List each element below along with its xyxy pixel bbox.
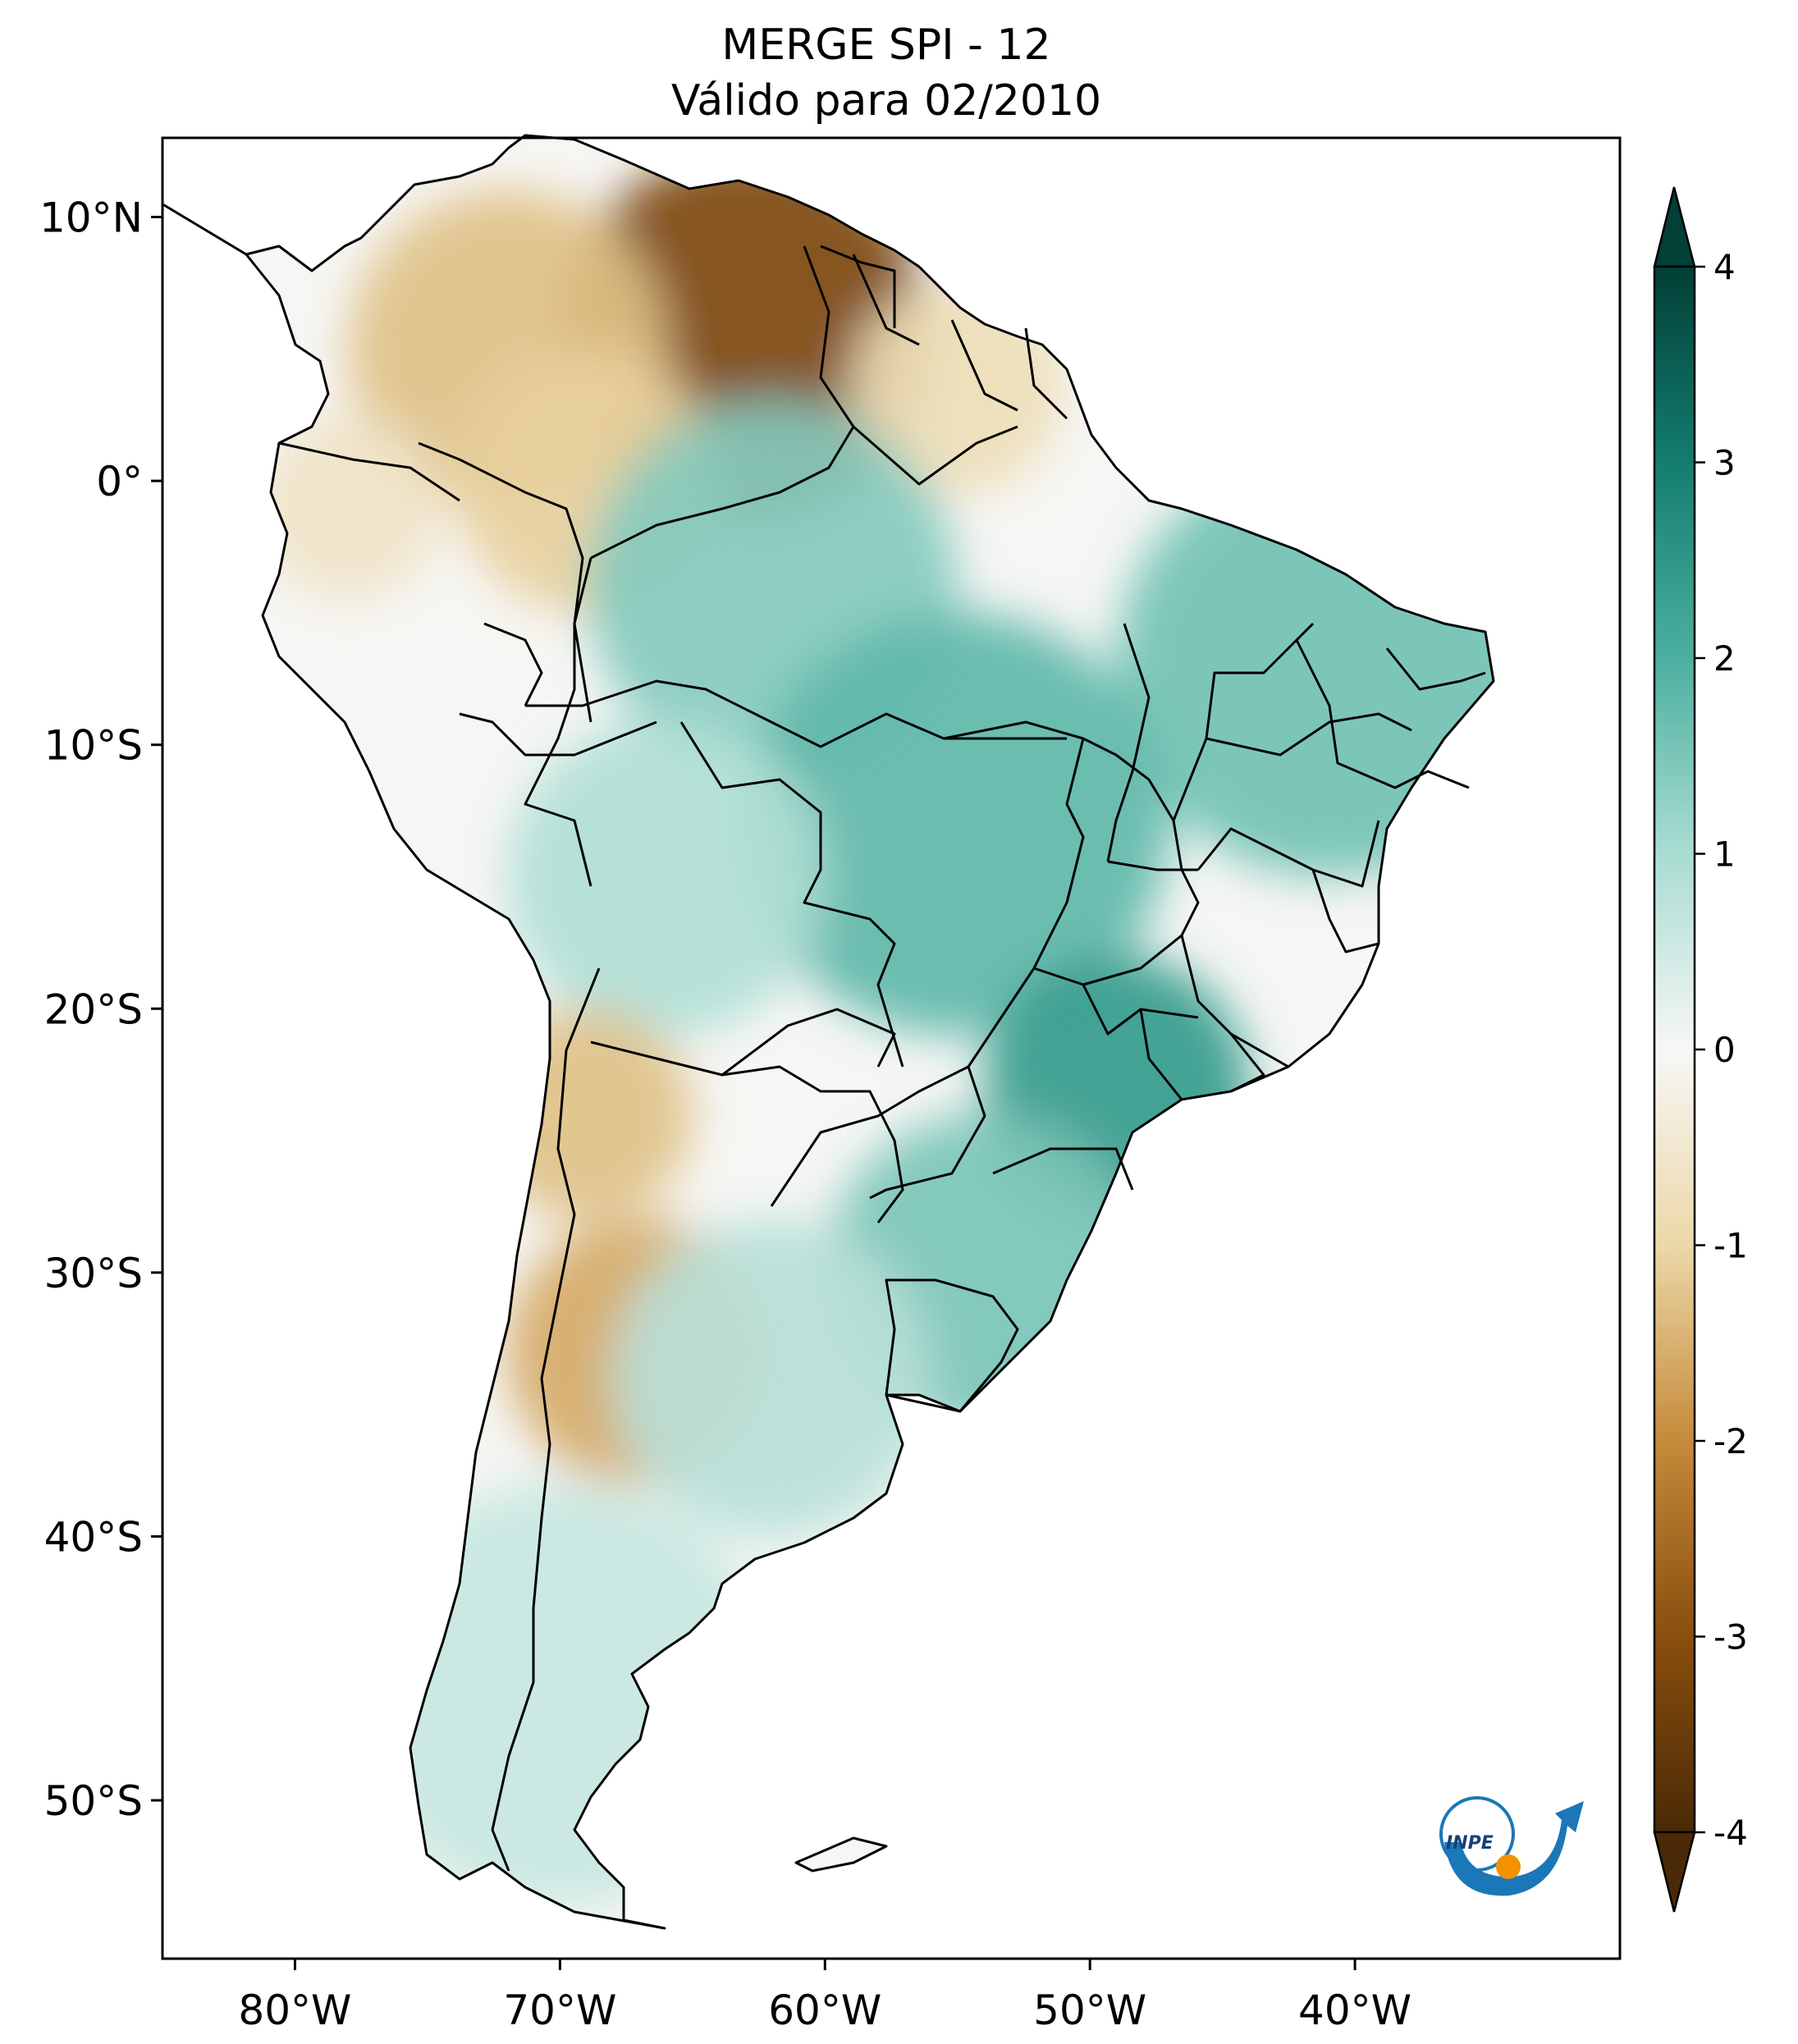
spi-region-patch (612, 1219, 931, 1538)
colorbar-tick-label: -3 (1713, 1617, 1748, 1658)
map-frame (161, 136, 1622, 1960)
latitude-tick-label: 40°S (44, 1513, 143, 1561)
colorbar-tick-label: 1 (1713, 835, 1736, 875)
longitude-axis: 80°W 70°W 60°W 50°W 40°W (238, 1959, 1411, 2034)
spi-color-field (255, 150, 1494, 1907)
colorbar-tick-label: 2 (1713, 638, 1736, 679)
latitude-tick-label: 10°S (44, 722, 143, 770)
latitude-tick-label: 20°S (44, 985, 143, 1033)
latitude-axis: 10°N 0° 10°S 20°S 30°S 40°S 50°S (39, 194, 162, 1825)
colorbar-tick-label: -4 (1713, 1813, 1748, 1853)
colorbar-tick-label: -1 (1713, 1226, 1748, 1266)
chart-title-line2: Válido para 02/2010 (671, 76, 1101, 126)
colorbar-tick-label: 3 (1713, 443, 1736, 483)
longitude-tick-label: 80°W (238, 1987, 351, 2034)
colorbar-tick-label: 0 (1713, 1030, 1736, 1070)
colorbar-extend-bottom (1653, 1831, 1696, 1913)
inpe-logo-swoosh (1444, 1801, 1584, 1896)
inpe-logo: INPE (1439, 1796, 1584, 1896)
colorbar-bar (1653, 265, 1696, 1834)
colorbar-extend-top (1653, 186, 1696, 268)
chart-title-line1: MERGE SPI - 12 (721, 21, 1050, 70)
spi-region-patch (745, 611, 1170, 1036)
colorbar-ticks: 4 3 2 1 0 -1 -2 -3 -4 (1695, 247, 1748, 1853)
colorbar-tick-label: -2 (1713, 1421, 1748, 1461)
colorbar-tick-label: 4 (1713, 247, 1736, 287)
spi-region-patch (255, 414, 441, 601)
colorbar: 4 3 2 1 0 -1 -2 -3 -4 (1653, 186, 1748, 1913)
latitude-tick-label: 0° (96, 458, 143, 505)
inpe-logo-text: INPE (1446, 1833, 1494, 1854)
longitude-tick-label: 50°W (1033, 1987, 1146, 2034)
inpe-logo-sun (1496, 1854, 1521, 1879)
latitude-tick-label: 50°S (44, 1777, 143, 1825)
longitude-tick-label: 40°W (1298, 1987, 1411, 2034)
spi-region-patch (851, 282, 1064, 495)
country-borders (162, 134, 1495, 1930)
latitude-tick-label: 30°S (44, 1250, 143, 1297)
latitude-tick-label: 10°N (39, 194, 143, 241)
spi-region-patch (506, 717, 826, 1036)
longitude-tick-label: 70°W (503, 1987, 616, 2034)
longitude-tick-label: 60°W (768, 1987, 881, 2034)
